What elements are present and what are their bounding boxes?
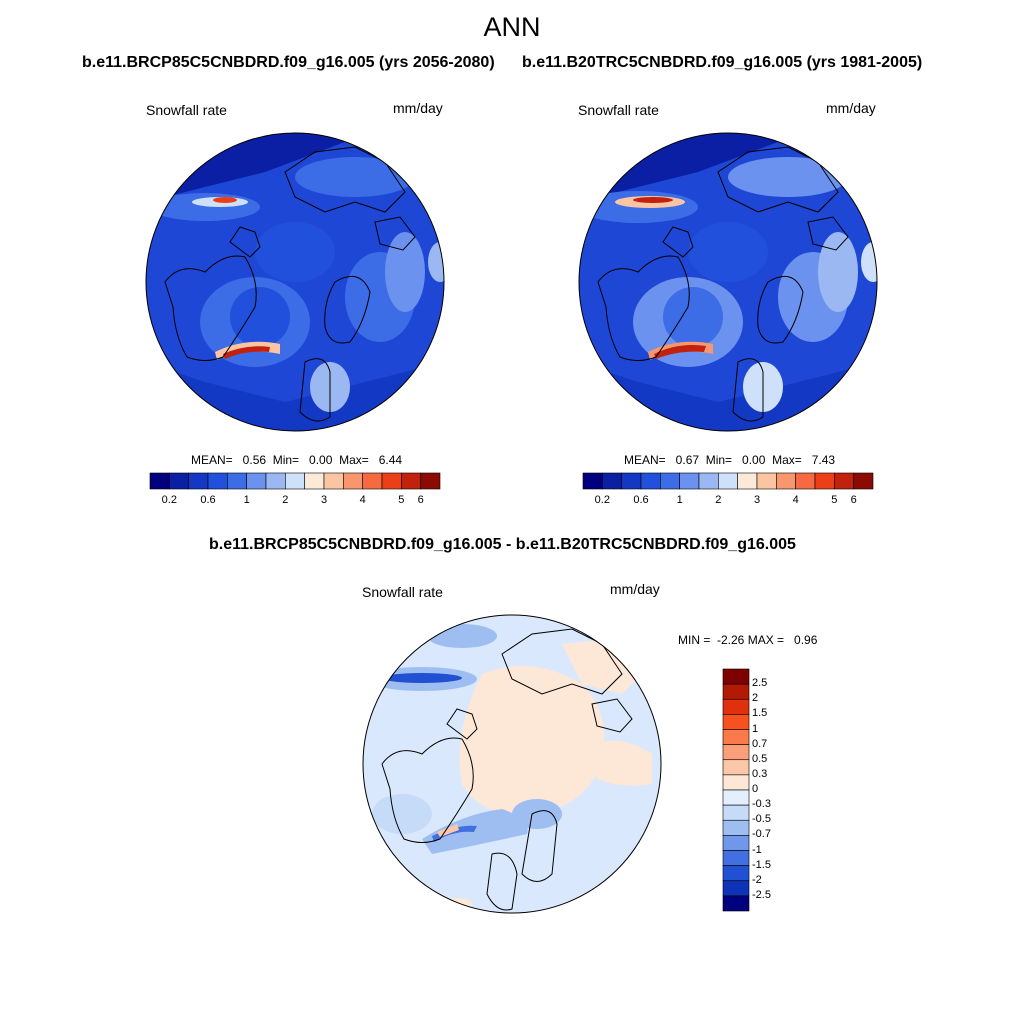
colorbar-tick-label: 0.5 — [752, 752, 768, 765]
colorbar-tick-label: 5 — [398, 494, 405, 506]
colorbar-swatch — [722, 729, 750, 745]
colorbar-tick-label: 0.3 — [752, 767, 768, 780]
colorbar-swatch — [621, 472, 642, 490]
colorbar-top-right-ticks: 0.2 0.6 1 2 3 4 5 6 — [583, 494, 873, 508]
colorbar-tick-label: 1.5 — [752, 707, 768, 720]
colorbar-swatch — [246, 472, 267, 490]
colorbar-swatch — [722, 714, 750, 730]
colorbar-tick-label: 0.7 — [752, 737, 768, 750]
colorbar-tick-label: -1 — [752, 843, 762, 856]
map-bottom-difference — [362, 614, 662, 914]
map-top-left — [145, 132, 445, 432]
colorbar-swatch — [737, 472, 758, 490]
colorbar-tick-label: 3 — [753, 494, 761, 506]
panel-top-right-units: mm/day — [826, 100, 876, 116]
colorbar-tick-label: 6 — [417, 494, 424, 506]
panel-top-left-case: b.e11.BRCP85C5CNBDRD.f09_g16.005 (yrs 20… — [82, 54, 495, 71]
panel-bottom-variable: Snowfall rate — [362, 584, 443, 600]
colorbar-swatch — [304, 472, 325, 490]
panel-top-right-case: b.e11.B20TRC5CNBDRD.f09_g16.005 (yrs 198… — [522, 54, 923, 71]
colorbar-swatch — [722, 744, 750, 761]
colorbar-tick-label: 1 — [676, 494, 683, 506]
colorbar-tick-label: 2 — [715, 494, 722, 506]
colorbar-top-right — [582, 472, 874, 490]
colorbar-swatch — [602, 472, 622, 490]
colorbar-tick-label: 0.6 — [200, 494, 216, 506]
colorbar-tick-label: -2 — [752, 873, 762, 886]
colorbar-swatch — [722, 698, 750, 715]
colorbar-tick-label: 0.6 — [633, 494, 649, 506]
colorbar-swatch — [722, 835, 750, 851]
colorbar-swatch — [285, 472, 305, 490]
panel-top-left-units: mm/day — [393, 100, 443, 116]
colorbar-difference — [722, 668, 750, 912]
colorbar-swatch — [169, 472, 189, 490]
colorbar-swatch — [776, 472, 796, 490]
panel-top-left-stats: MEAN= 0.56 Min= 0.00 Max= 6.44 — [191, 453, 403, 467]
colorbar-swatch — [722, 759, 750, 776]
colorbar-swatch — [323, 472, 344, 490]
panel-bottom-case: b.e11.BRCP85C5CNBDRD.f09_g16.005 - b.e11… — [209, 536, 796, 553]
colorbar-tick-label: 0.2 — [161, 494, 177, 506]
colorbar-tick-label: -0.3 — [752, 798, 771, 811]
colorbar-swatch — [207, 472, 228, 490]
colorbar-swatch — [722, 819, 750, 836]
colorbar-tick-label: 6 — [850, 494, 857, 506]
colorbar-swatch — [640, 472, 661, 490]
colorbar-swatch — [381, 472, 402, 490]
colorbar-swatch — [722, 668, 750, 685]
colorbar-swatch — [362, 472, 383, 490]
colorbar-tick-label: 2.5 — [752, 677, 768, 690]
colorbar-swatch — [698, 472, 719, 490]
colorbar-swatch — [722, 789, 750, 806]
colorbar-swatch — [722, 774, 750, 791]
colorbar-tick-label: -0.7 — [752, 828, 771, 841]
colorbar-swatch — [660, 472, 680, 490]
colorbar-tick-label: 2 — [752, 692, 759, 705]
map-top-right — [578, 132, 878, 432]
colorbar-tick-label: 4 — [792, 494, 799, 506]
colorbar-swatch — [722, 850, 750, 866]
colorbar-swatch — [722, 895, 750, 912]
colorbar-swatch — [265, 472, 286, 490]
colorbar-tick-label: 0.2 — [594, 494, 610, 506]
colorbar-tick-label: 1 — [243, 494, 250, 506]
colorbar-swatch — [420, 472, 441, 490]
colorbar-swatch — [679, 472, 700, 490]
colorbar-swatch — [582, 472, 603, 490]
colorbar-tick-label: 1 — [752, 722, 759, 735]
colorbar-swatch — [853, 472, 874, 490]
panel-bottom-units: mm/day — [610, 581, 660, 597]
colorbar-swatch — [795, 472, 816, 490]
colorbar-tick-label: 3 — [320, 494, 328, 506]
colorbar-tick-label: 2 — [282, 494, 289, 506]
colorbar-swatch — [722, 804, 750, 821]
colorbar-tick-label: -2.5 — [752, 888, 771, 901]
colorbar-tick-label: 4 — [359, 494, 366, 506]
colorbar-top-left — [149, 472, 441, 490]
colorbar-tick-label: 5 — [831, 494, 838, 506]
colorbar-tick-label: -1.5 — [752, 858, 771, 871]
colorbar-swatch — [814, 472, 835, 490]
panel-top-right-stats: MEAN= 0.67 Min= 0.00 Max= 7.43 — [624, 453, 836, 467]
colorbar-swatch — [722, 865, 750, 882]
colorbar-swatch — [227, 472, 247, 490]
colorbar-swatch — [343, 472, 363, 490]
figure-title: ANN — [483, 12, 541, 42]
colorbar-swatch — [722, 683, 750, 700]
panel-top-right-variable: Snowfall rate — [578, 102, 659, 118]
colorbar-swatch — [401, 472, 421, 490]
panel-top-left-variable: Snowfall rate — [146, 102, 227, 118]
colorbar-difference-labels: 2.5 2 1.5 1 0.7 0.5 0.3 0 -0.3 -0.5 -0.7 -1 -1.5 -2 -2… — [752, 669, 792, 911]
colorbar-tick-label: -0.5 — [752, 813, 771, 826]
colorbar-swatch — [149, 472, 170, 490]
colorbar-swatch — [834, 472, 854, 490]
colorbar-swatch — [718, 472, 738, 490]
colorbar-swatch — [188, 472, 209, 490]
colorbar-tick-label: 0 — [752, 783, 759, 795]
colorbar-top-left-ticks: 0.2 0.6 1 2 3 4 5 6 — [150, 494, 440, 508]
colorbar-swatch — [722, 880, 750, 897]
colorbar-swatch — [756, 472, 777, 490]
panel-bottom-stats: MIN = -2.26 MAX = 0.96 — [678, 633, 818, 647]
